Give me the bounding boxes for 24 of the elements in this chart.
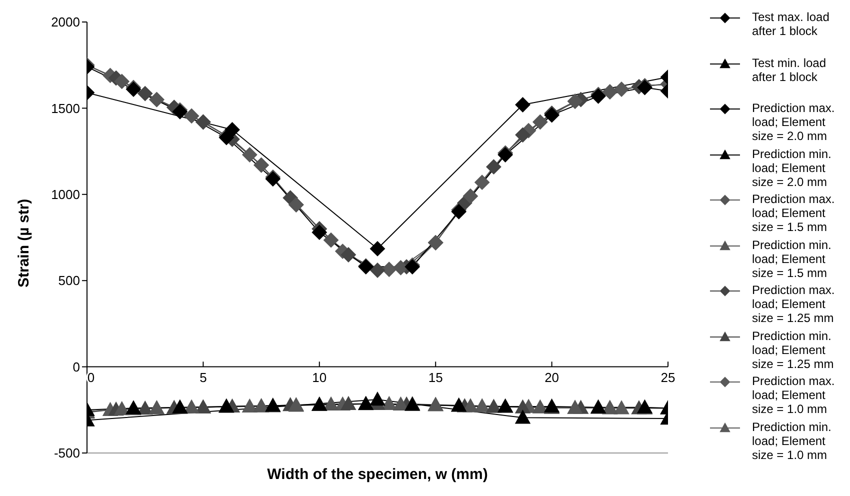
- y-tick-label: 2000: [51, 14, 80, 30]
- legend-label: Test max. load after 1 block: [752, 10, 830, 38]
- legend-label: Prediction min. load; Element size = 1.25 mm: [752, 328, 835, 370]
- legend-label: Prediction max. load; Element size = 1.5 mm: [752, 192, 836, 234]
- x-tick-label: 5: [200, 370, 207, 385]
- x-tick-label: 20: [544, 370, 560, 385]
- x-tick-label: 15: [428, 370, 443, 385]
- y-tick-label: 1500: [51, 100, 80, 116]
- x-axis-title: Width of the specimen, w (mm): [266, 466, 489, 483]
- y-tick-label: 1000: [51, 187, 80, 202]
- legend-label: Prediction max. load; Element size = 1.0 mm: [752, 374, 836, 416]
- x-tick-label: 25: [660, 370, 676, 385]
- legend-label: Prediction max. load; Element size = 1.25 mm: [752, 283, 836, 325]
- legend-label: Prediction min. load; Element size = 2.0 mm: [752, 146, 832, 188]
- legend-label: Test min. load after 1 block: [752, 56, 828, 84]
- y-tick-label: -500: [54, 446, 80, 461]
- y-tick-label: 500: [58, 273, 80, 288]
- x-tick-label: 0: [87, 370, 95, 385]
- x-tick-label: 10: [312, 370, 327, 385]
- legend-label: Prediction max. load; Element size = 2.0 mm: [752, 101, 836, 143]
- legend-label: Prediction min. load; Element size = 1.0 mm: [752, 420, 832, 462]
- y-axis-title: Strain (µ str): [15, 198, 32, 288]
- y-tick-label: 0: [72, 359, 80, 374]
- legend-label: Prediction min. load; Element size = 1.5 mm: [752, 238, 832, 280]
